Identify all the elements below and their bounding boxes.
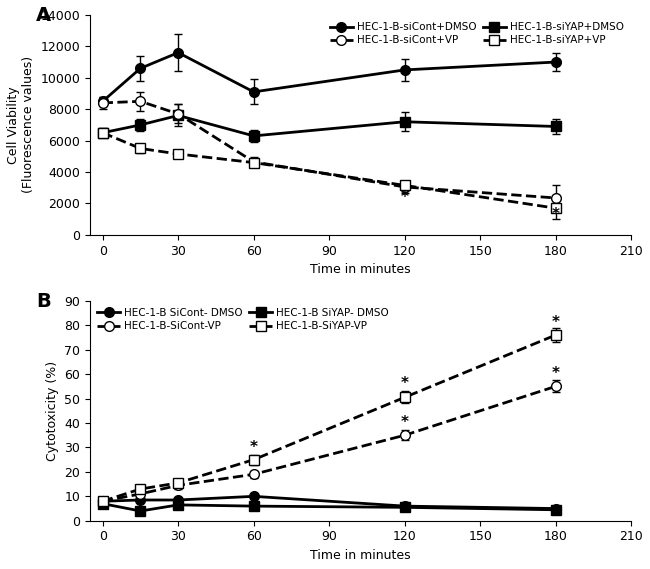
Text: *: * [400,376,409,391]
Y-axis label: Cytotoxicity (%): Cytotoxicity (%) [46,361,58,461]
Legend: HEC-1-B SiCont- DMSO, HEC-1-B-SiCont-VP, HEC-1-B SiYAP- DMSO, HEC-1-B-SiYAP-VP: HEC-1-B SiCont- DMSO, HEC-1-B-SiCont-VP,… [96,306,391,333]
Y-axis label: Cell Viability
(Fluorescence values): Cell Viability (Fluorescence values) [7,56,35,193]
Text: A: A [36,6,51,25]
Text: *: * [552,315,560,330]
X-axis label: Time in minutes: Time in minutes [310,263,411,276]
Text: *: * [400,415,409,430]
Text: B: B [36,292,51,311]
Text: *: * [552,366,560,381]
Text: *: * [552,207,560,222]
Text: *: * [400,190,409,205]
Legend: HEC-1-B-siCont+DMSO, HEC-1-B-siCont+VP, HEC-1-B-siYAP+DMSO, HEC-1-B-siYAP+VP: HEC-1-B-siCont+DMSO, HEC-1-B-siCont+VP, … [328,20,626,47]
Text: *: * [250,440,257,455]
X-axis label: Time in minutes: Time in minutes [310,549,411,562]
Text: *: * [136,122,144,138]
